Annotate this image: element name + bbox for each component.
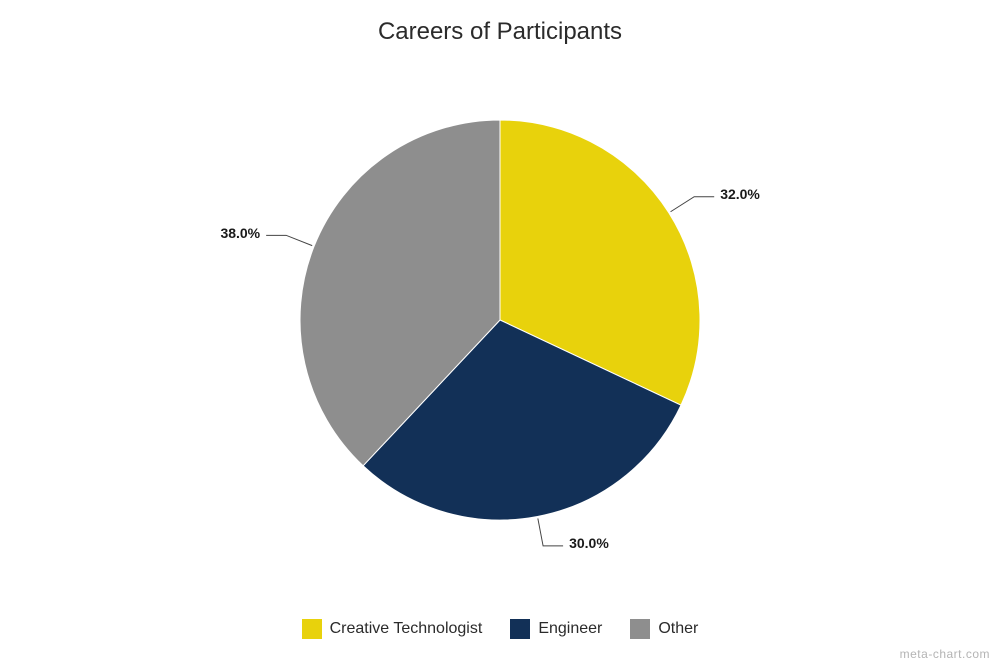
legend-swatch xyxy=(510,619,530,639)
legend-item-other: Other xyxy=(630,619,698,639)
leader-line xyxy=(266,235,312,245)
slice-label: 30.0% xyxy=(569,535,609,551)
legend-item-engineer: Engineer xyxy=(510,619,602,639)
pie-chart xyxy=(0,0,1000,667)
legend-label: Creative Technologist xyxy=(330,620,483,638)
legend-swatch xyxy=(302,619,322,639)
leader-line xyxy=(671,197,715,212)
legend: Creative Technologist Engineer Other xyxy=(0,619,1000,639)
leader-line xyxy=(538,518,563,546)
slice-label: 38.0% xyxy=(196,225,260,241)
legend-swatch xyxy=(630,619,650,639)
legend-label: Engineer xyxy=(538,620,602,638)
slice-label: 32.0% xyxy=(720,186,760,202)
legend-item-creative-technologist: Creative Technologist xyxy=(302,619,483,639)
watermark: meta-chart.com xyxy=(900,647,990,661)
legend-label: Other xyxy=(658,620,698,638)
